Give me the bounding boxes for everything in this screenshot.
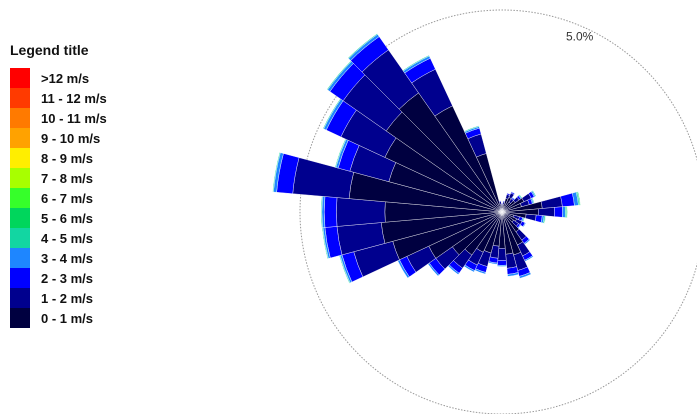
- legend-swatch: [10, 68, 30, 88]
- legend-item: 5 - 6 m/s: [10, 208, 107, 228]
- legend-label: 2 - 3 m/s: [41, 270, 94, 286]
- legend-swatch: [10, 308, 30, 328]
- legend-label: 8 - 9 m/s: [41, 150, 94, 166]
- legend-label: 5 - 6 m/s: [41, 210, 94, 226]
- frequency-ring: [299, 9, 697, 414]
- sector-segment: [543, 215, 547, 224]
- legend-swatch: [10, 168, 30, 188]
- legend-swatch: [10, 108, 30, 128]
- legend-item: 10 - 11 m/s: [10, 108, 107, 128]
- legend-swatch: [10, 128, 30, 148]
- legend-items: >12 m/s 11 - 12 m/s 10 - 11 m/s 9 - 10 m/s 8…: [10, 68, 107, 328]
- sector-segment: [347, 33, 378, 59]
- legend-label: 1 - 2 m/s: [41, 290, 94, 306]
- legend-label: 9 - 10 m/s: [41, 130, 101, 146]
- legend-label: 7 - 8 m/s: [41, 170, 94, 186]
- wind-rose-sectors: [272, 33, 581, 284]
- legend: Legend title >12 m/s 11 - 12 m/s 10 - 11 m…: [10, 42, 107, 328]
- sector-segment: [577, 191, 581, 206]
- sector-segment: [336, 197, 386, 227]
- legend-item: 9 - 10 m/s: [10, 128, 107, 148]
- sector-segment: [497, 260, 507, 266]
- sector-segment: [519, 272, 532, 279]
- sector-segment: [507, 272, 519, 277]
- sector-segment: [566, 206, 568, 218]
- legend-item: 0 - 1 m/s: [10, 308, 107, 328]
- sector-segment: [525, 213, 537, 222]
- sector-segment: [402, 55, 430, 72]
- sector-segment: [511, 191, 516, 195]
- legend-item: 8 - 9 m/s: [10, 148, 107, 168]
- legend-label: 10 - 11 m/s: [41, 110, 107, 126]
- legend-item: 3 - 4 m/s: [10, 248, 107, 268]
- legend-item: 11 - 12 m/s: [10, 88, 107, 108]
- legend-label: >12 m/s: [41, 70, 90, 86]
- sector-segment: [562, 206, 566, 218]
- legend-swatch: [10, 228, 30, 248]
- legend-swatch: [10, 148, 30, 168]
- sector-segment: [464, 125, 480, 133]
- legend-swatch: [10, 208, 30, 228]
- legend-item: 6 - 7 m/s: [10, 188, 107, 208]
- ring-label: 5.0%: [566, 30, 594, 44]
- legend-label: 6 - 7 m/s: [41, 190, 94, 206]
- legend-swatch: [10, 268, 30, 288]
- legend-swatch: [10, 248, 30, 268]
- sector-segment: [540, 196, 563, 209]
- sector-segment: [497, 248, 507, 261]
- sector-segment: [560, 192, 575, 207]
- sector-segment: [498, 200, 502, 203]
- sector-segment: [554, 206, 563, 218]
- legend-label: 0 - 1 m/s: [41, 310, 94, 326]
- sector-segment: [324, 196, 338, 228]
- legend-swatch: [10, 288, 30, 308]
- legend-swatch: [10, 88, 30, 108]
- legend-label: 4 - 5 m/s: [41, 230, 94, 246]
- legend-swatch: [10, 188, 30, 208]
- legend-item: >12 m/s: [10, 68, 107, 88]
- legend-title: Legend title: [10, 42, 89, 58]
- sector-segment: [522, 222, 527, 228]
- legend-item: 4 - 5 m/s: [10, 228, 107, 248]
- sector-segment: [272, 152, 281, 193]
- legend-item: 7 - 8 m/s: [10, 168, 107, 188]
- sector-segment: [497, 264, 507, 267]
- legend-item: 2 - 3 m/s: [10, 268, 107, 288]
- legend-label: 3 - 4 m/s: [41, 250, 94, 266]
- sector-segment: [531, 190, 537, 197]
- legend-label: 11 - 12 m/s: [41, 90, 107, 106]
- legend-item: 1 - 2 m/s: [10, 288, 107, 308]
